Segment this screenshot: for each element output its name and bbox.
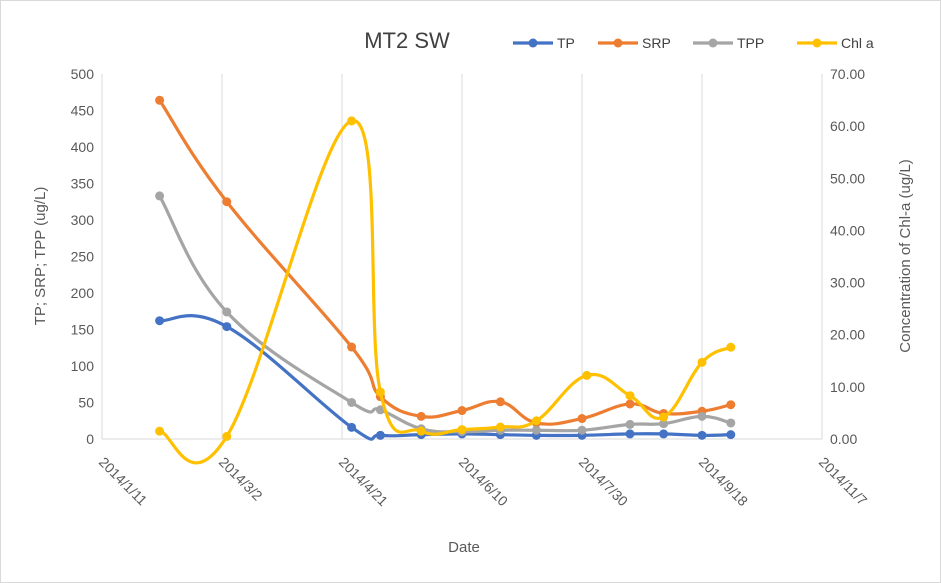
series-line-srp bbox=[158, 98, 733, 426]
data-point-srp bbox=[495, 397, 505, 407]
data-point-chl-a bbox=[659, 412, 669, 422]
legend-label: TP bbox=[557, 35, 575, 51]
series-tpp bbox=[155, 191, 736, 437]
y-axis-title-right: Concentration of Chl-a (ug/L) bbox=[897, 159, 914, 352]
y-tick-label-right: 30.00 bbox=[830, 275, 865, 291]
y-tick-label-left: 0 bbox=[86, 431, 94, 447]
x-tick-label: 2014/11/7 bbox=[816, 454, 871, 509]
legend-marker bbox=[812, 38, 822, 48]
data-point-tp bbox=[625, 429, 635, 439]
data-point-chl-a bbox=[155, 426, 165, 436]
data-point-tpp bbox=[625, 419, 635, 429]
data-point-chl-a bbox=[582, 370, 592, 380]
legend-item-chl-a: Chl a bbox=[797, 35, 874, 51]
data-point-tpp bbox=[222, 307, 232, 317]
x-tick-label: 2014/1/11 bbox=[96, 454, 151, 509]
legend-label: TPP bbox=[737, 35, 764, 51]
y-tick-label-left: 350 bbox=[71, 176, 95, 192]
data-point-chl-a bbox=[416, 426, 426, 436]
y-tick-label-right: 40.00 bbox=[830, 222, 865, 238]
data-point-chl-a bbox=[625, 391, 635, 401]
legend-item-tp: TP bbox=[513, 35, 575, 51]
data-point-tp bbox=[726, 430, 736, 440]
data-point-chl-a bbox=[697, 357, 707, 367]
data-point-tp bbox=[375, 430, 385, 440]
legend-item-srp: SRP bbox=[598, 35, 671, 51]
series-line-chl-a bbox=[158, 119, 733, 465]
y-tick-label-right: 0.00 bbox=[830, 431, 857, 447]
data-point-chl-a bbox=[375, 387, 385, 397]
data-point-tpp bbox=[375, 405, 385, 415]
series-srp bbox=[155, 95, 736, 428]
data-point-chl-a bbox=[726, 342, 736, 352]
data-point-tpp bbox=[347, 398, 357, 407]
data-point-srp bbox=[726, 400, 736, 410]
data-point-srp bbox=[625, 399, 635, 409]
series bbox=[155, 95, 736, 465]
x-tick-label: 2014/6/10 bbox=[456, 454, 512, 510]
y-tick-label-left: 400 bbox=[71, 139, 95, 155]
data-point-tpp bbox=[697, 411, 707, 421]
y-tick-label-right: 10.00 bbox=[830, 379, 865, 395]
data-point-srp bbox=[155, 95, 165, 105]
data-point-srp bbox=[577, 414, 587, 424]
y-tick-label-right: 60.00 bbox=[830, 118, 865, 134]
x-tick-label: 2014/9/18 bbox=[696, 454, 752, 510]
data-point-chl-a bbox=[457, 425, 467, 435]
data-point-tpp bbox=[577, 425, 587, 435]
data-point-tp bbox=[697, 430, 707, 440]
x-axis-title: Date bbox=[448, 539, 480, 556]
y-tick-label-left: 450 bbox=[71, 103, 95, 119]
x-tick-label: 2014/4/21 bbox=[336, 454, 392, 510]
y-tick-label-right: 50.00 bbox=[830, 170, 865, 186]
x-tick-label: 2014/7/30 bbox=[576, 454, 632, 510]
data-point-srp bbox=[222, 197, 232, 207]
data-point-tp bbox=[155, 316, 165, 326]
y-axis-title-left: TP; SRP; TPP (ug/L) bbox=[32, 187, 49, 326]
chart-title: MT2 SW bbox=[364, 28, 450, 53]
data-point-chl-a bbox=[531, 416, 541, 426]
data-point-chl-a bbox=[347, 116, 357, 126]
data-point-srp bbox=[347, 342, 357, 352]
y-tick-label-left: 150 bbox=[71, 322, 95, 338]
series-tp bbox=[155, 314, 736, 441]
y-tick-label-left: 500 bbox=[71, 66, 95, 82]
data-point-tpp bbox=[726, 418, 736, 428]
data-point-tp bbox=[347, 422, 357, 432]
y-tick-label-right: 70.00 bbox=[830, 66, 865, 82]
y-tick-label-right: 20.00 bbox=[830, 327, 865, 343]
x-tick-label: 2014/3/2 bbox=[216, 454, 266, 504]
legend-marker bbox=[708, 38, 718, 48]
data-point-tpp bbox=[155, 191, 165, 201]
y-tick-label-left: 250 bbox=[71, 249, 95, 265]
data-point-chl-a bbox=[495, 422, 505, 432]
data-point-tpp bbox=[659, 419, 669, 429]
tick-labels: 0 50 100 150 200 250 300 350 400 450 500 0.00 10.00 2… bbox=[71, 66, 871, 509]
y-tick-label-left: 200 bbox=[71, 285, 95, 301]
data-point-chl-a bbox=[222, 431, 232, 441]
data-point-tpp bbox=[531, 425, 541, 435]
y-tick-label-left: 100 bbox=[71, 358, 95, 374]
series-line-tp bbox=[158, 314, 733, 441]
legend-label: Chl a bbox=[841, 35, 874, 51]
legend-marker bbox=[613, 38, 623, 48]
y-tick-label-left: 300 bbox=[71, 212, 95, 228]
legend: TP SRP TPP Chl a bbox=[513, 35, 874, 51]
data-point-srp bbox=[457, 406, 467, 416]
series-chl-a bbox=[155, 116, 736, 465]
legend-marker bbox=[528, 38, 538, 48]
data-point-srp bbox=[416, 411, 426, 421]
data-point-tp bbox=[659, 429, 669, 439]
legend-label: SRP bbox=[642, 35, 671, 51]
data-point-tp bbox=[222, 322, 232, 332]
grid bbox=[101, 74, 823, 439]
y-tick-label-left: 50 bbox=[78, 395, 94, 411]
legend-item-tpp: TPP bbox=[693, 35, 764, 51]
